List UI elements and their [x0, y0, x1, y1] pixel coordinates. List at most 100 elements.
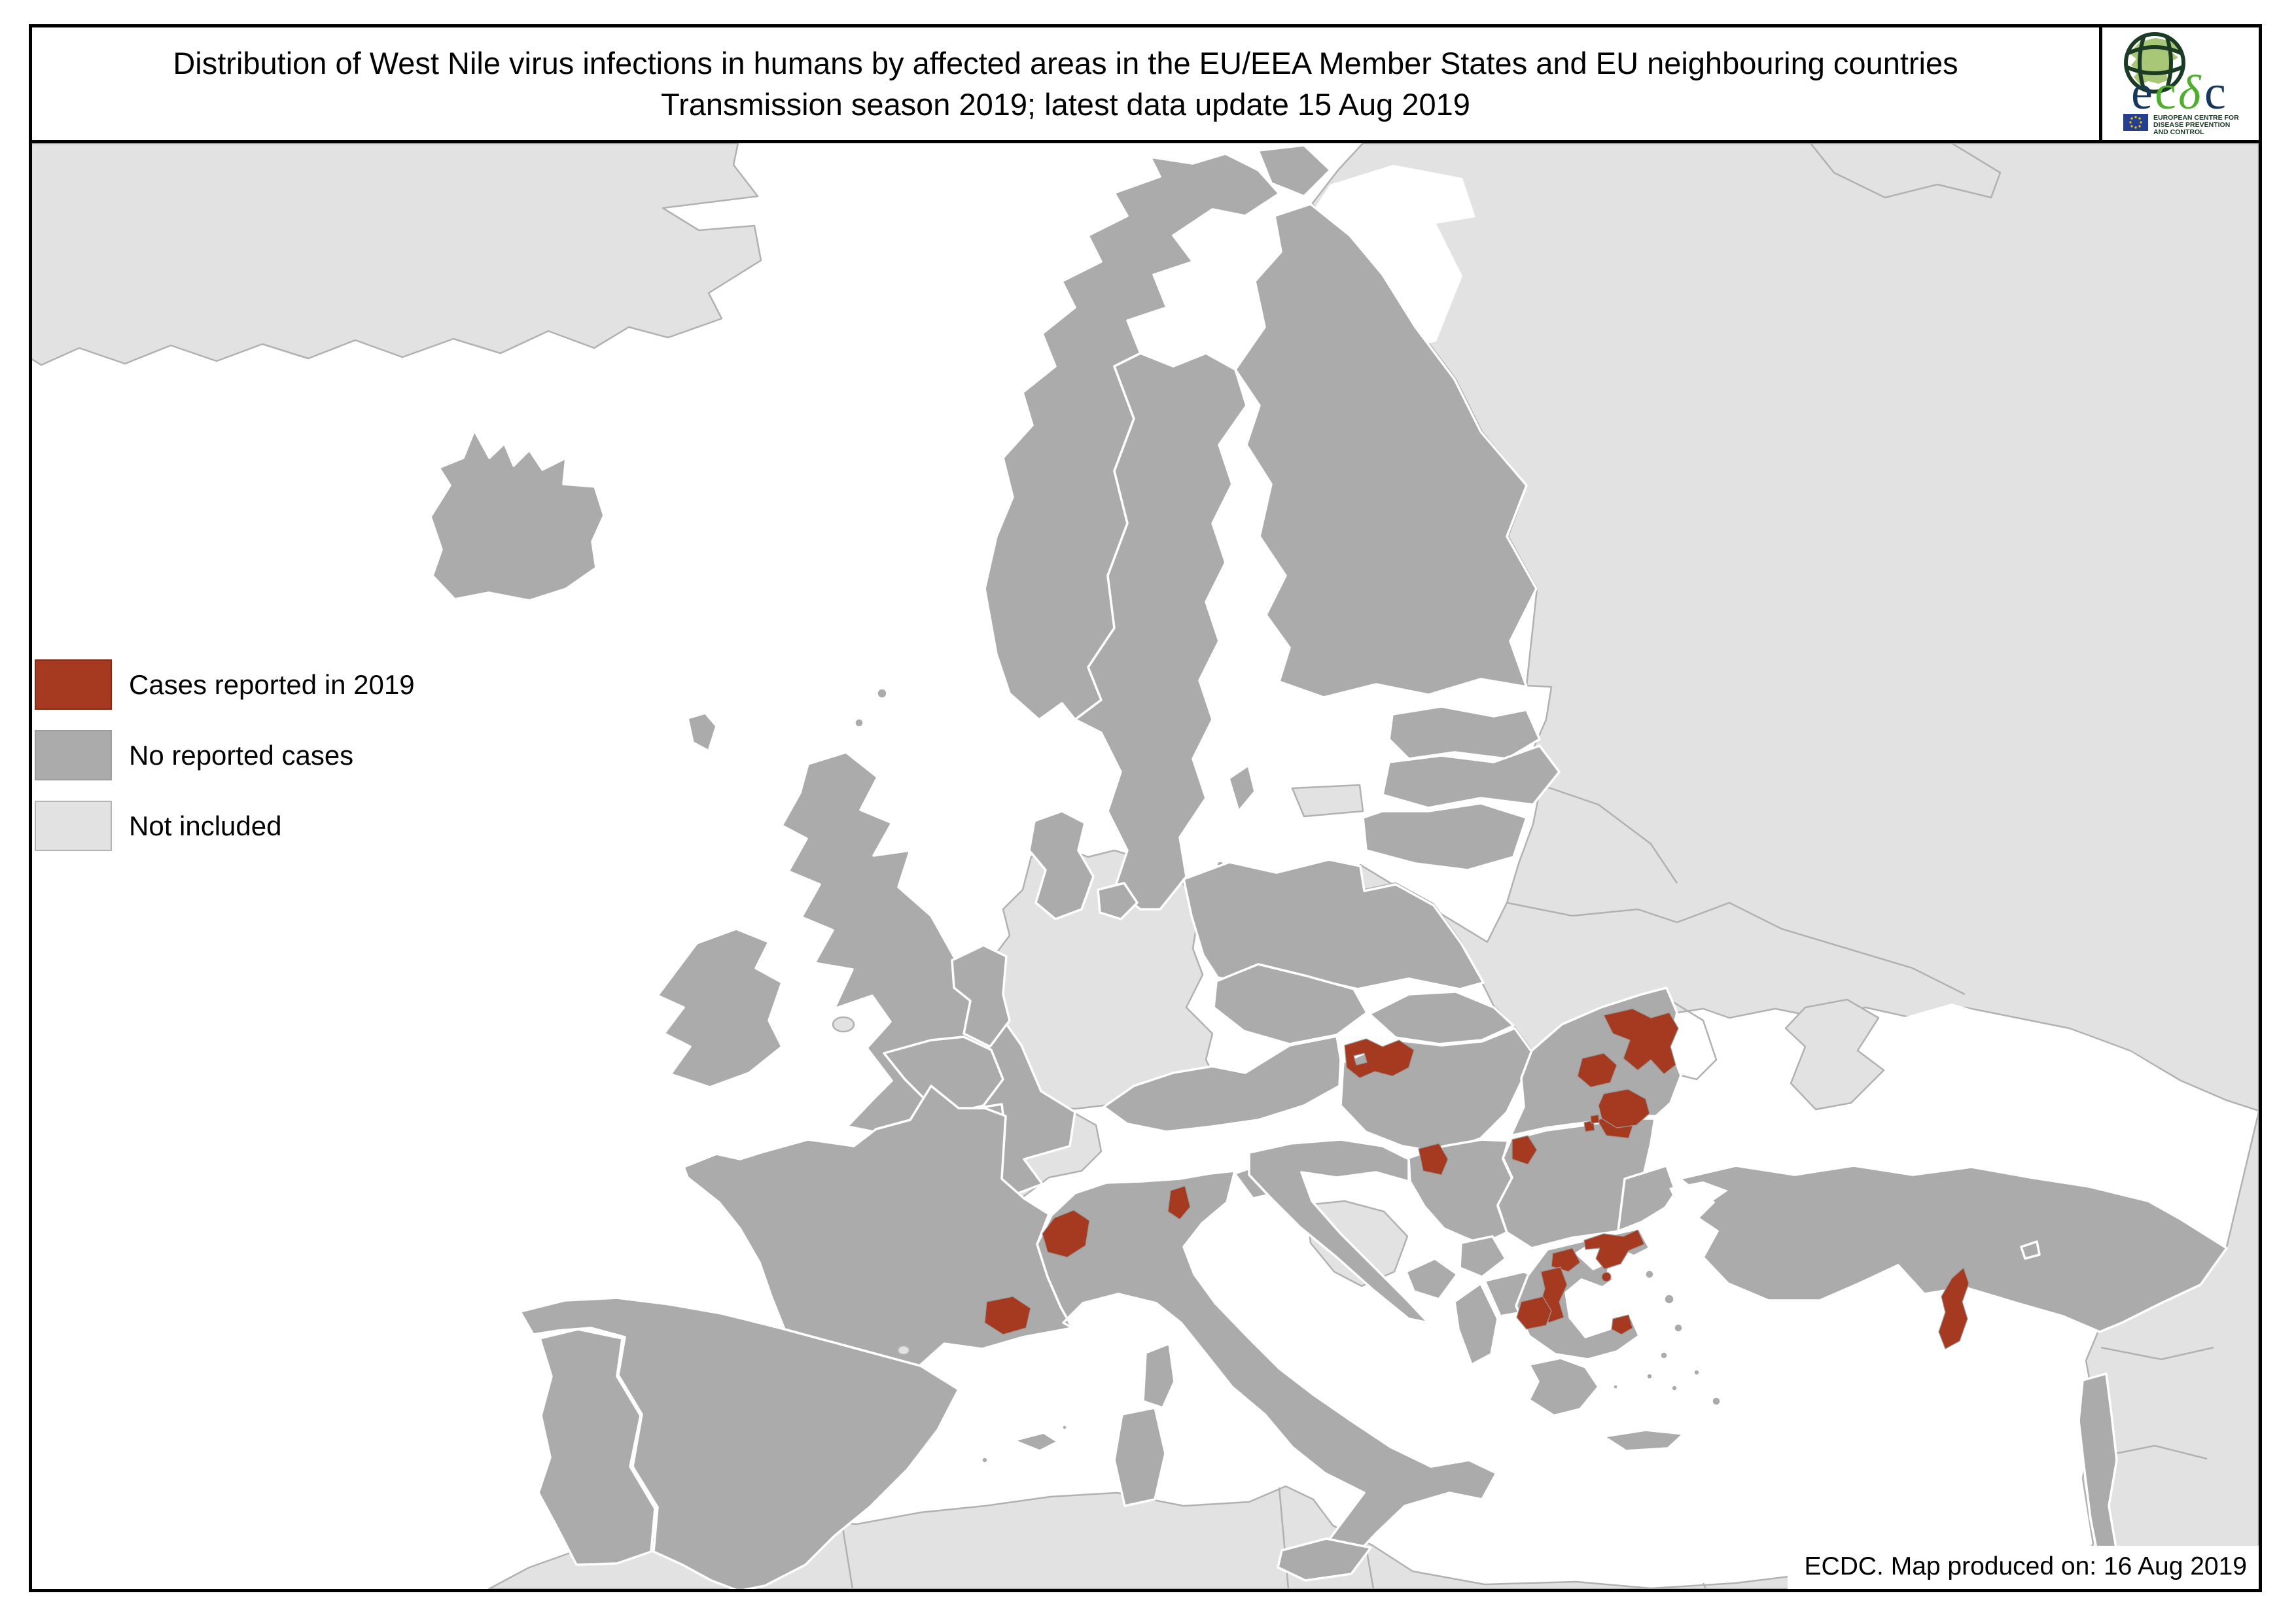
affected-region-hungary-northwest — [1344, 1038, 1415, 1079]
affected-region-romania-northeast — [1603, 1008, 1679, 1075]
sea-of-azov — [1893, 1003, 2008, 1087]
ecdc-org-line3: AND CONTROL — [2153, 128, 2204, 136]
country-poland — [1182, 858, 1485, 990]
border-morocco-algeria — [841, 1524, 854, 1589]
country-andorra — [896, 1344, 911, 1356]
affected-region-piedmont-italy — [1042, 1210, 1090, 1258]
affected-region-greek-thrace — [1583, 1229, 1645, 1270]
affected-region-thessaly-west-greece — [1516, 1296, 1552, 1330]
map-title-line1: Distribution of West Nile virus infectio… — [173, 46, 1958, 80]
affected-region-attica-greece — [1611, 1314, 1633, 1335]
island-north-of-cyprus — [2020, 1240, 2041, 1260]
legend-item-no-reported-cases: No reported cases — [35, 730, 415, 780]
island-zealand — [1097, 882, 1139, 920]
legend-label-not-included: Not included — [129, 810, 282, 841]
ecdc-globe-icon — [2123, 32, 2185, 94]
ecdc-letter-d: δ — [2178, 66, 2202, 120]
island-isle-of-man — [832, 1016, 855, 1033]
eu-flag-icon — [2123, 114, 2148, 131]
islands-orkney — [853, 717, 865, 729]
country-denmark — [1028, 810, 1095, 920]
islands-svalbard — [1257, 144, 1332, 198]
map-area: Cases reported in 2019 No reported cases… — [32, 143, 2259, 1589]
country-italy — [1036, 1170, 1498, 1560]
ecdc-logo: e c δ c EUROPEAN CENTRE FOR DISEA — [2123, 32, 2239, 136]
border-libya-egypt — [1702, 1582, 1707, 1589]
island-crete — [1602, 1429, 1685, 1452]
region-kaliningrad — [1291, 784, 1364, 818]
legend-swatch-cases-reported — [35, 659, 112, 710]
border-moldova — [1669, 998, 1718, 1081]
title-box: Distribution of West Nile virus infectio… — [32, 27, 2099, 140]
island-gotland — [1227, 764, 1256, 812]
country-iceland — [429, 429, 605, 602]
globe-lat-2 — [2125, 65, 2184, 75]
affected-region-romania-south — [1598, 1089, 1650, 1128]
legend-swatch-not-included — [35, 801, 112, 851]
country-croatia — [1248, 1138, 1430, 1324]
country-turkey — [1678, 1164, 2228, 1333]
country-montenegro — [1405, 1257, 1458, 1300]
country-ireland — [656, 928, 783, 1089]
affected-region-veneto-italy — [1167, 1185, 1191, 1220]
map-frame: Distribution of West Nile virus infectio… — [29, 24, 2262, 1592]
island-corsica — [1142, 1342, 1176, 1409]
country-greenland — [32, 143, 762, 366]
island-sardinia — [1113, 1406, 1167, 1507]
sea-marmara — [1669, 1181, 1728, 1205]
border-belarus-ukraine — [1506, 901, 1678, 924]
islands-faroe — [686, 712, 718, 752]
affected-region-samothraki — [1601, 1272, 1612, 1282]
islands-balearic — [980, 1423, 1069, 1465]
ecdc-org-line1: EUROPEAN CENTRE FOR — [2153, 114, 2239, 122]
ecdc-org-name: EUROPEAN CENTRE FOR DISEASE PREVENTION A… — [2153, 114, 2239, 136]
affected-region-serbia-north — [1418, 1143, 1449, 1176]
ecdc-org-line2: DISEASE PREVENTION — [2153, 121, 2230, 129]
country-portugal — [537, 1328, 656, 1566]
legend-label-cases-reported: Cases reported in 2019 — [129, 669, 415, 700]
ecdc-letter-e: e — [2131, 66, 2153, 120]
footer-text: ECDC. Map produced on: 16 Aug 2019 — [1804, 1552, 2247, 1580]
country-albania — [1453, 1282, 1499, 1366]
country-finland — [1234, 203, 1538, 699]
border-syria-iraq — [2100, 1346, 2214, 1361]
header: Distribution of West Nile virus infectio… — [32, 27, 2259, 143]
islands-novaya-zemlya — [1809, 143, 2002, 199]
legend-item-cases-reported: Cases reported in 2019 — [35, 659, 415, 710]
legend-label-no-reported-cases: No reported cases — [129, 739, 354, 771]
globe-outline — [2123, 32, 2185, 94]
country-czechia — [1212, 963, 1368, 1045]
globe-lon-1 — [2137, 35, 2146, 91]
country-spain — [519, 1297, 960, 1589]
islands-shetland — [875, 687, 889, 700]
country-slovakia — [1368, 990, 1515, 1045]
country-latvia — [1381, 744, 1561, 809]
eu-flag-stars — [2128, 116, 2142, 129]
ecdc-logo-box: e c δ c EUROPEAN CENTRE FOR DISEA — [2099, 27, 2259, 140]
affected-region-romania-central — [1577, 1053, 1617, 1088]
ecdc-wordmark: e c δ c — [2131, 66, 2226, 120]
region-peloponnese — [1528, 1357, 1600, 1417]
country-estonia — [1388, 705, 1541, 760]
country-austria — [1103, 1035, 1342, 1133]
islands-aegean — [1612, 1268, 1722, 1407]
country-netherlands — [951, 944, 1011, 1048]
legend-item-not-included: Not included — [35, 801, 415, 851]
region-crimea — [1784, 998, 1885, 1111]
ecdc-letter-c2: c — [2204, 66, 2226, 120]
border-belarus-russia — [1540, 784, 1678, 884]
country-kosovo — [1458, 1235, 1507, 1278]
affected-region-cyprus — [1938, 1267, 1969, 1350]
country-lithuania — [1362, 802, 1528, 871]
map-title-line2: Transmission season 2019; latest data up… — [661, 87, 1470, 122]
island-sicily — [1277, 1537, 1372, 1582]
affected-region-romania-south-dot — [1590, 1114, 1600, 1124]
affected-region-central-macedonia-greece — [1551, 1247, 1581, 1272]
country-sweden — [1074, 352, 1248, 911]
affected-region-var-france — [984, 1296, 1031, 1335]
affected-region-bulgaria-plovdiv — [1511, 1135, 1538, 1165]
border-ukraine-russia — [1676, 901, 1966, 996]
legend-swatch-no-reported-cases — [35, 730, 112, 780]
globe-lat-1 — [2126, 45, 2183, 56]
